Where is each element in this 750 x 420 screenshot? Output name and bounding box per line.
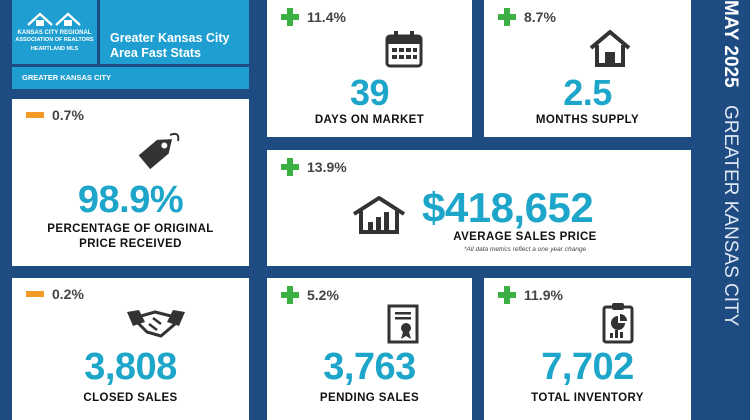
side-banner: MAY 2025 GREATER KANSAS CITY [703,0,750,420]
change-value: 8.7% [524,9,556,25]
org-name-line2: ASSOCIATION OF REALTORS [15,37,94,43]
org-name-line3: HEARTLAND MLS [30,46,79,52]
stat-label: PENDING SALES [319,392,420,404]
change-indicator: 0.2% [26,286,84,302]
pct-original-price-card: 0.7% 98.9% PERCENTAGE OF ORIGINAL PRICE … [12,99,249,266]
change-indicator: 8.7% [498,8,556,26]
stat-value: 3,808 [84,346,177,388]
stat-value: 98.9% [77,179,184,221]
plus-icon [281,286,299,304]
houses-logo-icon [27,12,81,26]
price-tag-icon [138,132,180,170]
change-value: 11.9% [524,287,563,303]
plus-icon [281,158,299,176]
stat-label: DAYS ON MARKET [314,114,425,126]
certificate-icon [387,304,419,344]
stat-label: AVERAGE SALES PRICE [453,231,597,243]
handshake-icon [127,310,185,338]
stat-label: TOTAL INVENTORY [531,392,644,404]
plus-icon [281,8,299,26]
change-value: 11.4% [307,9,346,25]
stat-label: MONTHS SUPPLY [535,114,640,126]
change-indicator: 11.9% [498,286,563,304]
house-chart-icon [352,196,406,234]
report-region: GREATER KANSAS CITY [720,104,741,327]
data-note: *All data metrics reflect a one year cha… [463,246,587,253]
months-supply-card: 8.7% 2.5 MONTHS SUPPLY [484,0,691,137]
pending-sales-card: 5.2% 3,763 PENDING SALES [267,278,472,420]
stat-label-line1: PERCENTAGE OF ORIGINAL [47,223,214,235]
side-banner-text: MAY 2025 GREATER KANSAS CITY [713,0,741,340]
closed-sales-card: 0.2% 3,808 CLOSED SALES [12,278,249,420]
logo-panel: KANSAS CITY REGIONAL ASSOCIATION OF REAL… [12,0,97,64]
stat-label-line2: PRICE RECEIVED [79,238,182,250]
total-inventory-card: 11.9% 7,702 TOTAL INVENTORY [484,278,691,420]
stat-label: CLOSED SALES [83,392,178,404]
minus-icon [26,112,44,118]
change-value: 13.9% [307,159,347,175]
report-month: MAY 2025 [720,0,741,88]
region-tab-label: GREATER KANSAS CITY [22,73,112,82]
plus-icon [498,8,516,26]
change-value: 0.7% [52,107,84,123]
house-icon [589,30,631,67]
plus-icon [498,286,516,304]
change-indicator: 0.7% [26,107,84,123]
days-on-market-card: 11.4% 39 DAYS ON MARKET [267,0,472,137]
avg-sales-price-card: 13.9% $418,652 AVERAGE SALES PRICE *All … [267,150,691,266]
change-value: 5.2% [307,287,339,303]
stat-value: 2.5 [563,72,612,113]
tagline-line1: Greater Kansas City [110,31,230,45]
change-indicator: 13.9% [281,158,347,176]
change-indicator: 11.4% [281,8,346,26]
tagline-line2: Area Fast Stats [110,46,202,60]
stat-value: 39 [349,72,390,113]
stat-value: $418,652 [422,184,594,231]
region-tab: GREATER KANSAS CITY [12,67,249,89]
change-indicator: 5.2% [281,286,339,304]
clipboard-chart-icon [602,303,634,344]
org-name-line1: KANSAS CITY REGIONAL [17,30,92,36]
stat-value: 3,763 [323,346,416,388]
change-value: 0.2% [52,286,84,302]
stat-value: 7,702 [541,346,634,388]
minus-icon [26,291,44,297]
tagline-panel: Greater Kansas City Area Fast Stats [100,0,249,64]
calendar-icon [385,31,423,68]
